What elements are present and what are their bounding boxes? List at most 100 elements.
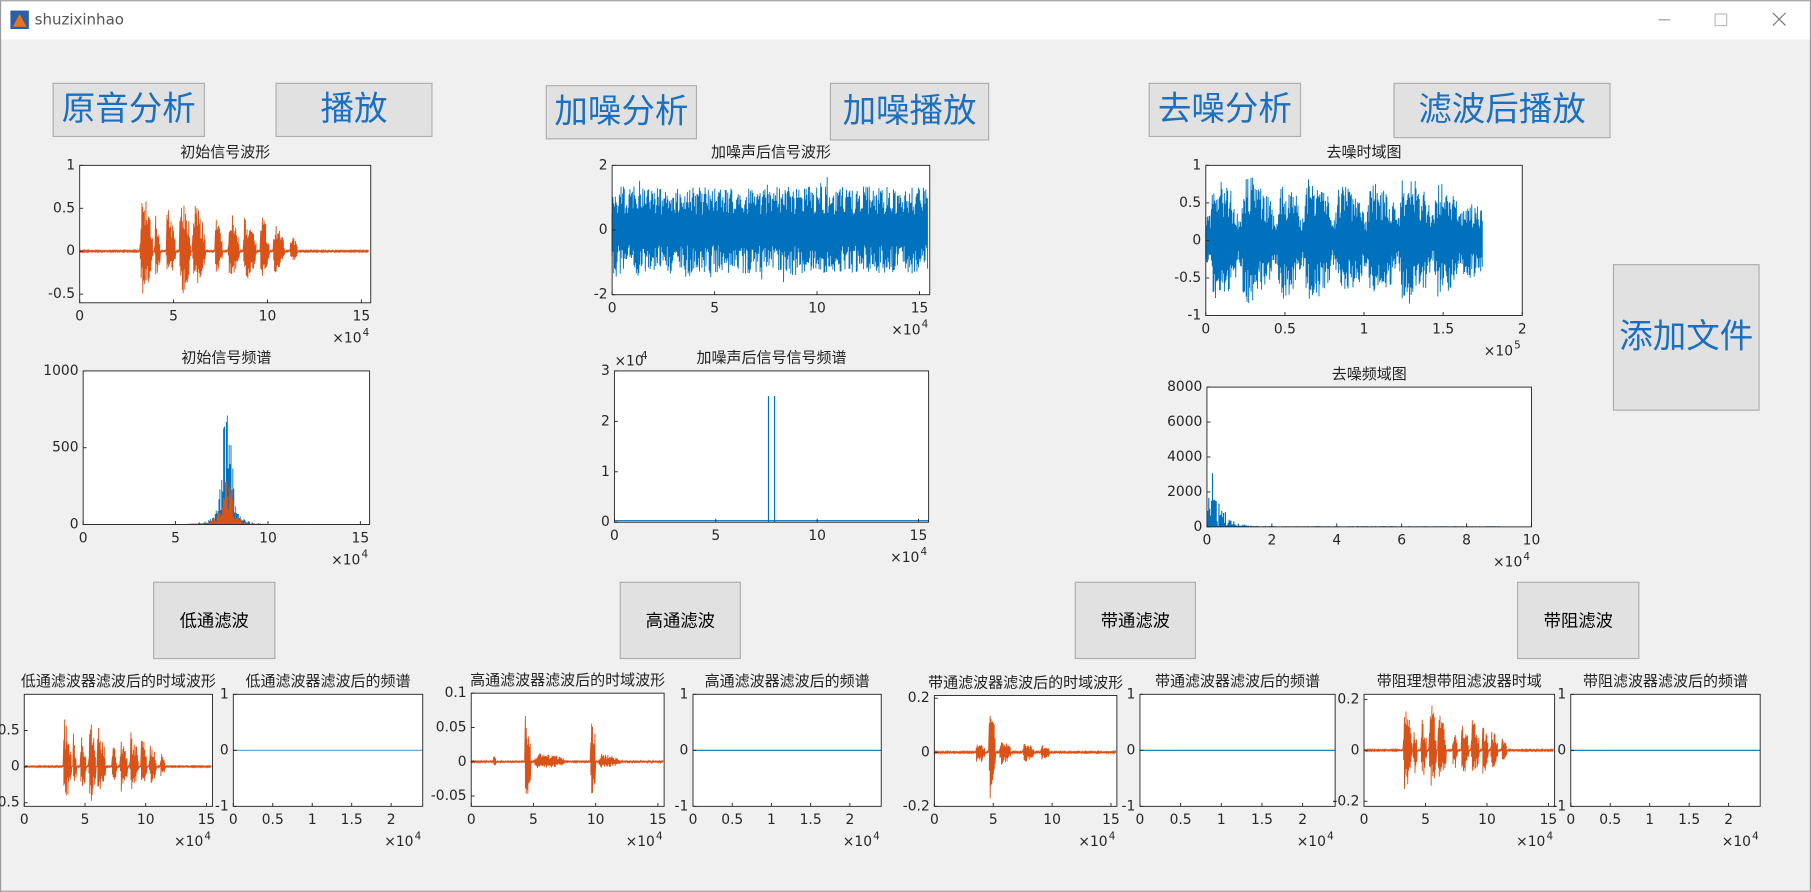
x-multiplier-power: 4 <box>656 830 663 842</box>
x-tick-label: 1.5 <box>1432 321 1454 337</box>
y-tick-label: 0 <box>680 742 689 758</box>
x-tick-label: 4 <box>1332 533 1341 549</box>
x-tick-label: 15 <box>1102 812 1120 828</box>
x-tick-label: 10 <box>1478 812 1496 828</box>
button[interactable] <box>275 82 433 138</box>
x-tick-label: 0.5 <box>721 812 743 828</box>
button-label[interactable]: 加噪播放 <box>843 91 977 130</box>
axes-title: 初始信号波形 <box>180 143 270 161</box>
x-tick-label: 10 <box>808 301 826 317</box>
signal-trace <box>614 396 929 523</box>
x-multiplier: ×10 <box>1078 834 1107 850</box>
button[interactable] <box>1612 264 1760 411</box>
axes-box <box>613 370 930 523</box>
x-multiplier: ×10 <box>1297 834 1326 850</box>
x-tick-label: 6 <box>1397 533 1406 549</box>
x-tick-label: 0.5 <box>1170 812 1192 828</box>
button[interactable] <box>153 581 276 660</box>
maximize-button[interactable] <box>1714 13 1728 27</box>
plot-area <box>471 693 665 807</box>
button[interactable] <box>829 82 990 141</box>
x-tick-label: 15 <box>910 528 928 544</box>
y-tick-label: -0.2 <box>1332 793 1359 809</box>
plot-area <box>1206 387 1532 527</box>
x-tick-label: 15 <box>198 812 216 828</box>
close-button[interactable] <box>1772 12 1786 26</box>
x-multiplier: ×10 <box>332 331 361 347</box>
button-label[interactable]: 带通滤波 <box>1101 612 1170 632</box>
y-tick-label: 0 <box>601 514 610 530</box>
y-tick-label: 0 <box>1192 232 1201 248</box>
x-tick-label: 0 <box>1203 533 1212 549</box>
y-tick-label: 1000 <box>43 363 78 379</box>
x-tick-label: 10 <box>259 530 277 546</box>
x-tick-label: 10 <box>1043 812 1061 828</box>
x-tick-label: 2 <box>1518 321 1527 337</box>
button-label[interactable]: 添加文件 <box>1619 317 1753 356</box>
button[interactable] <box>545 85 698 140</box>
x-tick-label: 2 <box>1724 812 1733 828</box>
button-label[interactable]: 滤波后播放 <box>1418 90 1585 129</box>
y-tick-label: 1 <box>680 686 689 702</box>
x-tick-label: 8 <box>1462 533 1471 549</box>
signal-trace <box>611 177 928 283</box>
x-multiplier-power: 4 <box>1109 830 1116 842</box>
button-label[interactable]: 低通滤波 <box>180 612 249 632</box>
x-tick-label: 0 <box>467 812 476 828</box>
button[interactable] <box>1393 82 1611 139</box>
x-multiplier-power: 4 <box>922 319 929 331</box>
x-multiplier-power: 4 <box>1327 830 1334 842</box>
y-tick-label: 1 <box>601 464 610 480</box>
y-tick-label: -0.2 <box>903 798 930 814</box>
x-tick-label: 5 <box>171 530 180 546</box>
button[interactable] <box>1074 581 1196 660</box>
x-multiplier: ×10 <box>626 834 655 850</box>
button-label[interactable]: 带阻滤波 <box>1544 612 1613 632</box>
x-multiplier: ×10 <box>843 834 872 850</box>
y-tick-label: 1 <box>1557 686 1566 702</box>
x-tick-label: 0 <box>1201 321 1210 337</box>
y-multiplier-power: 4 <box>641 350 648 362</box>
button-label[interactable]: 高通滤波 <box>646 612 715 632</box>
x-multiplier: ×10 <box>384 834 413 850</box>
y-tick-label: 0.5 <box>53 200 75 216</box>
y-tick-label: 0.05 <box>436 719 467 735</box>
x-tick-label: 0 <box>79 530 88 546</box>
axes-box <box>470 692 665 807</box>
x-tick-label: 1.5 <box>1678 812 1700 828</box>
button[interactable] <box>619 581 741 660</box>
button-label[interactable]: 去噪分析 <box>1158 89 1292 128</box>
axes-title: 带阻滤波器滤波后的频谱 <box>1583 672 1748 690</box>
x-tick-label: 1 <box>767 812 776 828</box>
x-tick-label: 5 <box>711 528 720 544</box>
axes-title: 低通滤波器滤波后的频谱 <box>246 672 411 690</box>
axes-title: 加噪声后信号信号频谱 <box>697 349 847 367</box>
y-tick-label: -1 <box>1187 307 1201 323</box>
button[interactable] <box>1148 82 1302 138</box>
button-label[interactable]: 播放 <box>321 89 388 128</box>
button[interactable] <box>52 82 206 138</box>
x-tick-label: 10 <box>808 528 826 544</box>
x-tick-label: 2 <box>845 812 854 828</box>
x-multiplier: ×10 <box>174 834 203 850</box>
x-multiplier-power: 4 <box>363 327 370 339</box>
y-tick-label: -0.5 <box>0 795 20 811</box>
button-label[interactable]: 加噪分析 <box>554 91 688 130</box>
y-tick-label: 0 <box>1351 742 1360 758</box>
x-tick-label: 10 <box>137 812 155 828</box>
x-tick-label: 15 <box>911 301 929 317</box>
x-tick-label: 1 <box>1360 321 1369 337</box>
button-label[interactable]: 原音分析 <box>62 89 196 128</box>
app-icon-shape <box>12 14 27 27</box>
button[interactable] <box>1517 581 1640 660</box>
axes-box <box>79 164 372 304</box>
x-tick-label: 1 <box>308 812 317 828</box>
y-tick-label: -1 <box>1552 798 1566 814</box>
plot-area <box>614 370 929 523</box>
x-tick-label: 0 <box>930 812 939 828</box>
y-tick-label: 0 <box>599 222 608 238</box>
x-tick-label: 15 <box>649 812 667 828</box>
plot-area <box>79 165 371 303</box>
y-tick-label: -0.05 <box>431 788 467 804</box>
